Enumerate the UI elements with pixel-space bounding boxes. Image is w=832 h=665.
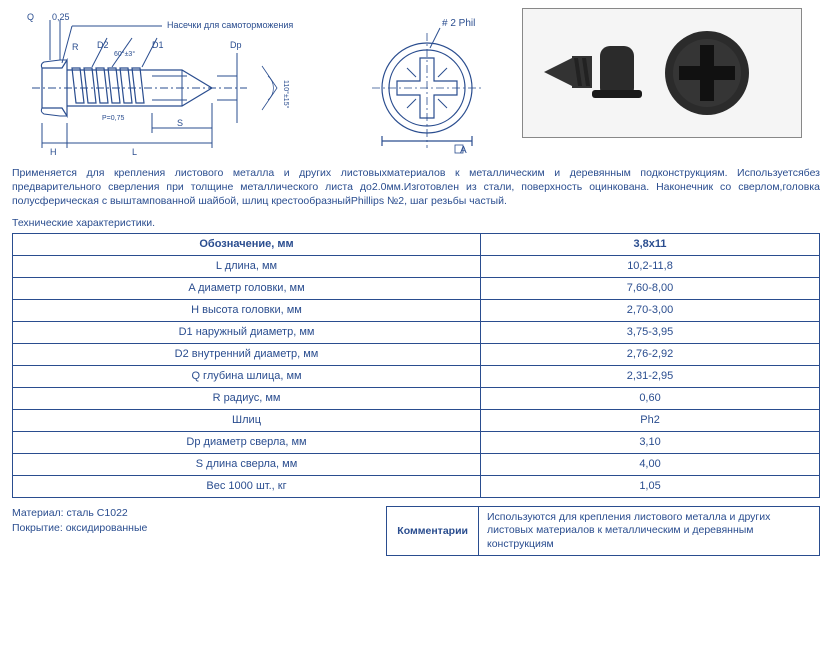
specs-table: Обозначение, мм 3,8x11 L длина, мм10,2-1…	[12, 233, 820, 498]
table-row: Q глубина шлица, мм2,31-2,95	[13, 365, 820, 387]
footer-row: Материал: сталь С1022 Покрытие: оксидиро…	[12, 506, 820, 557]
front-view-diagram: # 2 Phil A	[342, 8, 512, 158]
spec-value: 2,70-3,00	[481, 299, 820, 321]
label-notches: Насечки для самоторможения	[167, 20, 293, 30]
table-row: R радиус, мм0,60	[13, 387, 820, 409]
label-p: P=0,75	[102, 115, 124, 122]
product-photo	[522, 8, 802, 138]
top-diagram-row: Q 0,25 Насечки для самоторможения R D2 6…	[12, 8, 820, 158]
label-60deg: 60°±3°	[114, 50, 135, 58]
label-s: S	[177, 118, 183, 128]
comment-text: Используются для крепления листового мет…	[479, 507, 819, 556]
spec-label: D1 наружный диаметр, мм	[13, 321, 481, 343]
spec-label: H высота головки, мм	[13, 299, 481, 321]
table-header-value: 3,8x11	[481, 233, 820, 255]
spec-label: S длина сверла, мм	[13, 453, 481, 475]
table-row: Dp диаметр сверла, мм3,10	[13, 431, 820, 453]
table-header-label: Обозначение, мм	[13, 233, 481, 255]
coating-line: Покрытие: оксидированные	[12, 521, 147, 537]
material-info: Материал: сталь С1022 Покрытие: оксидиро…	[12, 506, 147, 538]
label-025: 0,25	[52, 12, 70, 22]
spec-label: A диаметр головки, мм	[13, 277, 481, 299]
spec-label: R радиус, мм	[13, 387, 481, 409]
material-line: Материал: сталь С1022	[12, 506, 147, 522]
description-text: Применяется для крепления листового мета…	[12, 166, 820, 209]
table-row: A диаметр головки, мм7,60-8,00	[13, 277, 820, 299]
label-dp: Dp	[230, 40, 242, 50]
label-110deg: 110°±15°	[282, 80, 290, 109]
spec-value: 10,2-11,8	[481, 255, 820, 277]
spec-label: L длина, мм	[13, 255, 481, 277]
spec-label: D2 внутренний диаметр, мм	[13, 343, 481, 365]
spec-label: Вес 1000 шт., кг	[13, 475, 481, 497]
table-row: S длина сверла, мм4,00	[13, 453, 820, 475]
side-view-diagram: Q 0,25 Насечки для самоторможения R D2 6…	[12, 8, 332, 158]
label-l: L	[132, 147, 137, 157]
table-row: D1 наружный диаметр, мм3,75-3,95	[13, 321, 820, 343]
spec-value: 2,76-2,92	[481, 343, 820, 365]
spec-label: Шлиц	[13, 409, 481, 431]
spec-value: 0,60	[481, 387, 820, 409]
table-row: ШлицPh2	[13, 409, 820, 431]
spec-value: 3,75-3,95	[481, 321, 820, 343]
spec-label: Q глубина шлица, мм	[13, 365, 481, 387]
label-r: R	[72, 42, 79, 52]
label-a: A	[460, 145, 467, 156]
table-row: L длина, мм10,2-11,8	[13, 255, 820, 277]
spec-value: 2,31-2,95	[481, 365, 820, 387]
spec-value: 7,60-8,00	[481, 277, 820, 299]
spec-value: 3,10	[481, 431, 820, 453]
label-phil: # 2 Phil	[442, 18, 475, 29]
spec-label: Dp диаметр сверла, мм	[13, 431, 481, 453]
comment-box: Комментарии Используются для крепления л…	[386, 506, 820, 557]
comment-label: Комментарии	[387, 507, 479, 556]
label-d2: D2	[97, 40, 109, 50]
spec-value: Ph2	[481, 409, 820, 431]
label-h: H	[50, 147, 57, 157]
label-q: Q	[27, 12, 34, 22]
table-row: H высота головки, мм2,70-3,00	[13, 299, 820, 321]
tech-title: Технические характеристики.	[12, 217, 820, 229]
spec-value: 1,05	[481, 475, 820, 497]
spec-value: 4,00	[481, 453, 820, 475]
table-row: D2 внутренний диаметр, мм2,76-2,92	[13, 343, 820, 365]
table-row: Вес 1000 шт., кг1,05	[13, 475, 820, 497]
label-d1: D1	[152, 40, 164, 50]
